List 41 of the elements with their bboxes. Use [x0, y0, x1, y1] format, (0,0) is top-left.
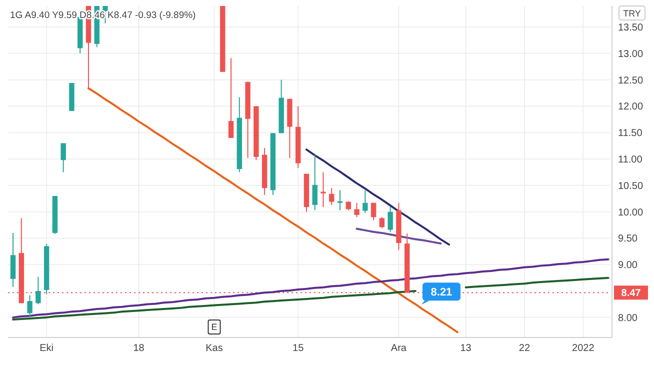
x-tick-label: 18 — [133, 343, 145, 354]
y-tick-label: 8.00 — [618, 312, 638, 324]
x-tick-label: Eki — [40, 343, 54, 354]
y-tick-label: 11.00 — [618, 154, 643, 166]
y-tick-label: 13.00 — [618, 48, 644, 60]
line-series — [356, 228, 442, 245]
x-tick-label: 2022 — [572, 343, 595, 354]
candlestick — [312, 154, 318, 211]
candlestick — [36, 276, 41, 305]
candlestick — [329, 188, 334, 206]
y-tick-label: 10.50 — [618, 180, 644, 192]
line-series — [87, 87, 458, 334]
candlestick — [362, 190, 368, 214]
annotation: 8.21 — [430, 286, 452, 298]
line-series — [12, 258, 610, 318]
y-tick-label: 9.50 — [618, 234, 638, 245]
candlestick — [228, 58, 234, 138]
y-tick-label: 12.50 — [618, 75, 644, 86]
y-tick-label: 10.00 — [618, 207, 644, 218]
candlestick — [370, 202, 376, 221]
annotation: E — [211, 322, 218, 332]
x-tick-label: 22 — [518, 343, 530, 354]
candlestick — [337, 190, 343, 211]
candlestick — [60, 142, 66, 173]
candlestick — [388, 206, 393, 232]
x-tick-label: Ara — [390, 343, 407, 354]
y-tick-label: 13.50 — [618, 22, 644, 34]
candlestick — [354, 202, 360, 218]
x-tick-label: 13 — [460, 343, 472, 354]
y-tick-label: 11.50 — [618, 128, 643, 140]
candlestick — [320, 172, 326, 208]
candlestick — [27, 294, 32, 318]
line-series — [305, 148, 450, 246]
x-tick-label: 15 — [292, 343, 304, 354]
y-axis-title: TRY — [623, 8, 641, 18]
x-tick-label: Kas — [206, 343, 223, 354]
y-tick-label: 12.00 — [618, 102, 644, 113]
y-tick-label: 9.00 — [618, 260, 638, 272]
candlestick — [10, 232, 16, 288]
candlestick — [379, 216, 385, 229]
ref-line-label: 8.47 — [621, 288, 642, 300]
